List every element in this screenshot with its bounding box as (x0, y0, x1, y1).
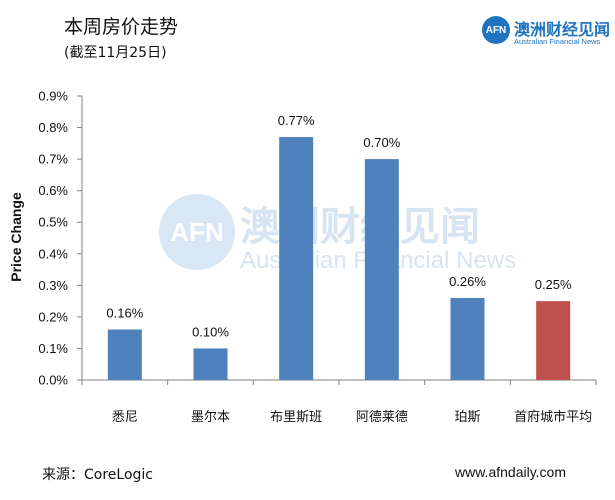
bar-3 (364, 159, 399, 380)
bar-value-label: 0.10% (192, 324, 229, 339)
y-tick-label: 0.1% (38, 341, 68, 356)
source-note: 来源：CoreLogic (42, 467, 153, 483)
y-tick-label: 0.4% (38, 246, 68, 261)
afn-logo: AFN 澳洲财经见闻 Australian Financial News (482, 16, 612, 50)
y-tick-label: 0.8% (38, 120, 68, 135)
bars: 0.16% 0.10% 0.77% 0.70% 0.26% 0.25% (106, 113, 572, 380)
chart-title: 本周房价走势 (64, 16, 179, 38)
bar-0 (107, 329, 142, 380)
logo-name-cn: 澳洲财经见闻 (514, 20, 611, 39)
y-tick-label: 0.7% (38, 152, 68, 167)
website-url: www.afndaily.com (455, 464, 567, 480)
bar-value-label: 0.16% (106, 306, 143, 321)
y-tick-label: 0.2% (38, 309, 68, 324)
category-label: 布里斯班 (270, 410, 322, 425)
y-axis-label: Price Change (8, 192, 24, 282)
category-label: 墨尔本 (191, 410, 230, 425)
y-tick-label: 0.0% (38, 373, 68, 388)
category-label: 阿德莱德 (356, 410, 408, 425)
watermark-name-cn: 澳洲财经见闻 (240, 204, 480, 250)
y-tick-label: 0.6% (38, 183, 68, 198)
bar-2 (279, 137, 314, 380)
y-tick-label: 0.9% (38, 89, 68, 104)
category-label: 首府城市平均 (514, 409, 592, 425)
bar-4 (450, 297, 485, 380)
bar-value-label: 0.70% (363, 135, 400, 150)
watermark: AFN 澳洲财经见闻 Australian Financial News (159, 194, 516, 274)
watermark-logo-icon (159, 194, 235, 270)
logo-name-en: Australian Financial News (514, 37, 601, 46)
bar-value-label: 0.26% (449, 274, 486, 289)
chart-subtitle: (截至11月25日) (64, 45, 167, 61)
bar-value-label: 0.77% (278, 113, 315, 128)
bar-5 (536, 301, 571, 380)
bar-value-label: 0.25% (535, 277, 572, 292)
bar-1 (193, 348, 228, 380)
watermark-logo-text: AFN (170, 217, 223, 247)
category-label: 悉尼 (112, 410, 138, 425)
y-tick-label: 0.5% (38, 215, 68, 230)
afn-logo-icon: AFN (482, 16, 510, 44)
x-axis: 悉尼 墨尔本 布里斯班 阿德莱德 珀斯 首府城市平均 (81, 379, 597, 425)
category-label: 珀斯 (454, 410, 480, 425)
y-tick-label: 0.3% (38, 278, 68, 293)
y-axis: 0.0% 0.1% 0.2% 0.3% 0.4% 0.5% 0.6% 0.7% 0.8% 0.9% (38, 89, 83, 388)
